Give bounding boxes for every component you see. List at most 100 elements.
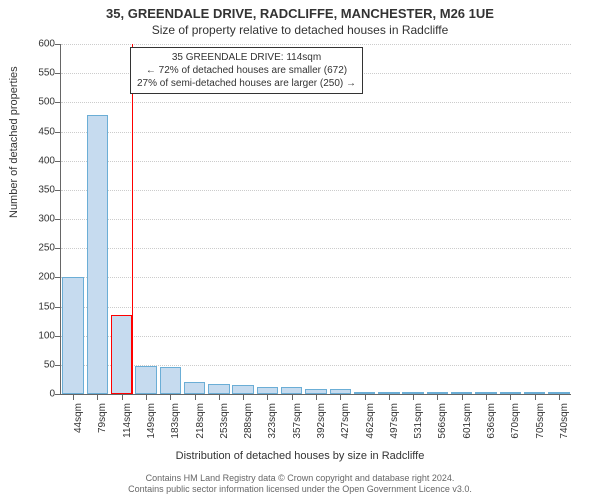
x-tick-label: 357sqm bbox=[292, 403, 303, 453]
x-tick-label: 79sqm bbox=[97, 403, 108, 453]
grid-line bbox=[61, 336, 571, 337]
x-tick bbox=[365, 394, 366, 400]
bar bbox=[62, 277, 83, 394]
x-tick bbox=[170, 394, 171, 400]
info-line-1: 35 GREENDALE DRIVE: 114sqm bbox=[137, 51, 356, 64]
grid-line bbox=[61, 161, 571, 162]
chart-area: 05010015020025030035040045050055060044sq… bbox=[60, 44, 570, 394]
x-tick-label: 566sqm bbox=[437, 403, 448, 453]
grid-line bbox=[61, 219, 571, 220]
bar bbox=[111, 315, 132, 394]
x-tick-label: 427sqm bbox=[340, 403, 351, 453]
y-tick bbox=[55, 190, 61, 191]
y-axis-title: Number of detached properties bbox=[8, 66, 20, 218]
y-tick-label: 600 bbox=[25, 39, 55, 50]
y-tick-label: 400 bbox=[25, 155, 55, 166]
y-tick bbox=[55, 132, 61, 133]
chart-container: 35, GREENDALE DRIVE, RADCLIFFE, MANCHEST… bbox=[0, 0, 600, 500]
y-tick-label: 450 bbox=[25, 126, 55, 137]
x-tick-label: 497sqm bbox=[389, 403, 400, 453]
bar bbox=[208, 384, 229, 395]
y-tick bbox=[55, 219, 61, 220]
x-tick bbox=[97, 394, 98, 400]
x-tick bbox=[510, 394, 511, 400]
y-tick-label: 550 bbox=[25, 68, 55, 79]
y-tick bbox=[55, 336, 61, 337]
x-tick-label: 392sqm bbox=[316, 403, 327, 453]
x-tick-label: 462sqm bbox=[365, 403, 376, 453]
y-tick bbox=[55, 277, 61, 278]
bar bbox=[87, 115, 108, 394]
y-tick-label: 350 bbox=[25, 184, 55, 195]
x-tick-label: 636sqm bbox=[486, 403, 497, 453]
grid-line bbox=[61, 277, 571, 278]
grid-line bbox=[61, 132, 571, 133]
x-tick-label: 670sqm bbox=[510, 403, 521, 453]
x-tick-label: 44sqm bbox=[73, 403, 84, 453]
x-axis-title: Distribution of detached houses by size … bbox=[0, 450, 600, 462]
bar bbox=[135, 366, 156, 394]
x-tick bbox=[73, 394, 74, 400]
info-line-3: 27% of semi-detached houses are larger (… bbox=[137, 77, 356, 90]
x-tick bbox=[340, 394, 341, 400]
grid-line bbox=[61, 44, 571, 45]
x-tick-label: 323sqm bbox=[267, 403, 278, 453]
y-tick bbox=[55, 102, 61, 103]
y-tick bbox=[55, 365, 61, 366]
bar bbox=[257, 387, 278, 394]
x-tick-label: 705sqm bbox=[535, 403, 546, 453]
x-tick-label: 253sqm bbox=[219, 403, 230, 453]
y-tick-label: 300 bbox=[25, 214, 55, 225]
bar bbox=[184, 382, 205, 394]
y-tick-label: 500 bbox=[25, 97, 55, 108]
x-tick bbox=[559, 394, 560, 400]
x-tick bbox=[389, 394, 390, 400]
y-tick bbox=[55, 394, 61, 395]
y-tick-label: 100 bbox=[25, 330, 55, 341]
x-tick bbox=[146, 394, 147, 400]
y-tick bbox=[55, 73, 61, 74]
x-tick bbox=[486, 394, 487, 400]
y-tick bbox=[55, 161, 61, 162]
x-tick-label: 531sqm bbox=[413, 403, 424, 453]
grid-line bbox=[61, 190, 571, 191]
y-tick-label: 200 bbox=[25, 272, 55, 283]
x-tick bbox=[267, 394, 268, 400]
x-tick-label: 114sqm bbox=[122, 403, 133, 453]
bar bbox=[160, 367, 181, 394]
x-tick bbox=[462, 394, 463, 400]
x-tick-label: 740sqm bbox=[559, 403, 570, 453]
x-tick bbox=[195, 394, 196, 400]
grid-line bbox=[61, 248, 571, 249]
grid-line bbox=[61, 307, 571, 308]
bar bbox=[281, 387, 302, 394]
y-tick bbox=[55, 307, 61, 308]
footer-attribution: Contains HM Land Registry data © Crown c… bbox=[0, 473, 600, 496]
y-tick-label: 150 bbox=[25, 301, 55, 312]
x-tick bbox=[243, 394, 244, 400]
bar bbox=[232, 385, 253, 394]
y-tick bbox=[55, 44, 61, 45]
footer-line-1: Contains HM Land Registry data © Crown c… bbox=[0, 473, 600, 485]
x-tick-label: 288sqm bbox=[243, 403, 254, 453]
y-tick-label: 250 bbox=[25, 243, 55, 254]
x-tick bbox=[413, 394, 414, 400]
chart-title-sub: Size of property relative to detached ho… bbox=[0, 21, 600, 37]
y-tick bbox=[55, 248, 61, 249]
x-tick bbox=[122, 394, 123, 400]
y-tick-label: 50 bbox=[25, 359, 55, 370]
x-tick bbox=[219, 394, 220, 400]
grid-line bbox=[61, 102, 571, 103]
info-box: 35 GREENDALE DRIVE: 114sqm ← 72% of deta… bbox=[130, 47, 363, 94]
x-tick bbox=[316, 394, 317, 400]
x-tick bbox=[437, 394, 438, 400]
x-tick-label: 601sqm bbox=[462, 403, 473, 453]
chart-title-main: 35, GREENDALE DRIVE, RADCLIFFE, MANCHEST… bbox=[0, 0, 600, 21]
y-tick-label: 0 bbox=[25, 389, 55, 400]
info-line-2: ← 72% of detached houses are smaller (67… bbox=[137, 64, 356, 77]
x-tick-label: 183sqm bbox=[170, 403, 181, 453]
x-tick bbox=[292, 394, 293, 400]
x-tick-label: 149sqm bbox=[146, 403, 157, 453]
highlight-line bbox=[132, 44, 133, 394]
footer-line-2: Contains public sector information licen… bbox=[0, 484, 600, 496]
